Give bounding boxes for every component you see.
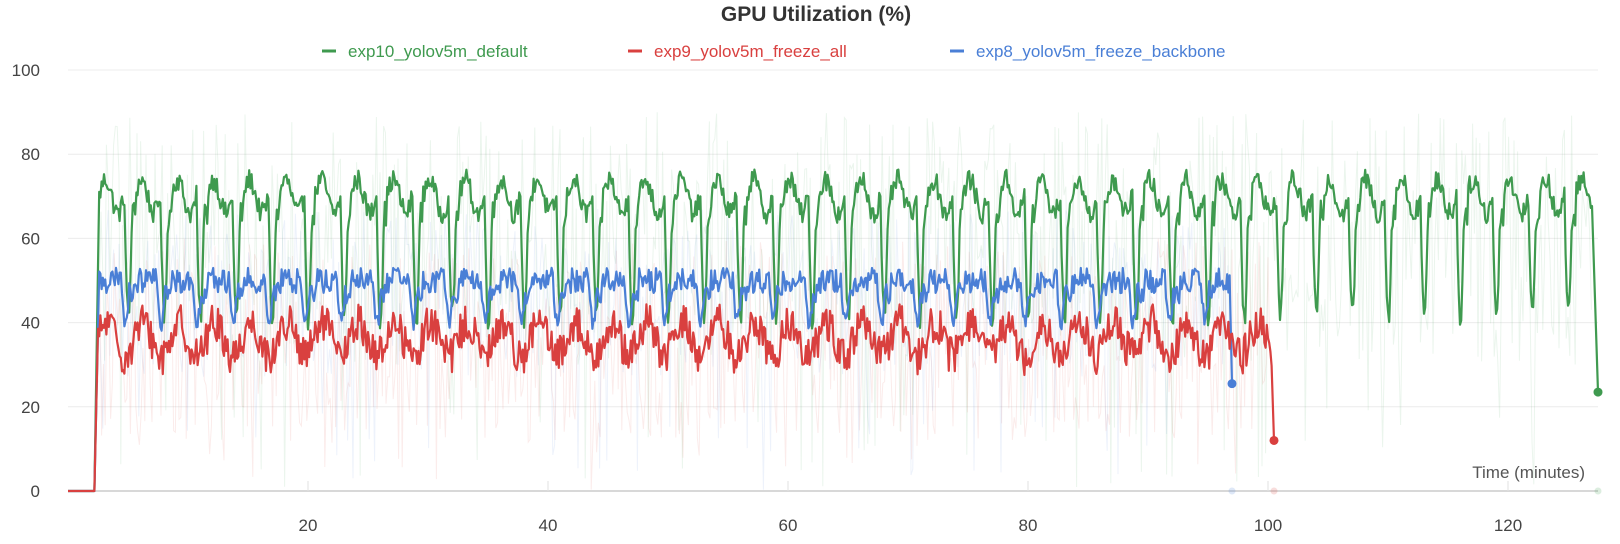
x-tick-label: 120 xyxy=(1494,516,1522,535)
legend-item[interactable]: exp9_yolov5m_freeze_all xyxy=(628,42,847,61)
y-tick-label: 60 xyxy=(21,229,40,248)
series-end-point[interactable] xyxy=(1227,379,1237,389)
legend-label: exp10_yolov5m_default xyxy=(348,42,528,61)
x-tick-label: 80 xyxy=(1019,516,1038,535)
series-raw-line xyxy=(98,112,1592,488)
legend-label: exp8_yolov5m_freeze_backbone xyxy=(976,42,1226,61)
series-line[interactable] xyxy=(68,303,1276,493)
y-tick-label: 40 xyxy=(21,314,40,333)
x-tick-label: 100 xyxy=(1254,516,1282,535)
series-zero-point xyxy=(1270,487,1278,495)
series-end-point[interactable] xyxy=(1593,387,1603,397)
series-end-point[interactable] xyxy=(1269,435,1279,445)
series-line[interactable] xyxy=(68,266,1234,493)
x-axis-title: Time (minutes) xyxy=(1472,463,1585,482)
x-tick-label: 60 xyxy=(779,516,798,535)
y-tick-label: 0 xyxy=(31,482,40,501)
y-tick-label: 20 xyxy=(21,398,40,417)
tick-labels: 0 20 40 60 80 100 20 40 60 80 100 120 xyxy=(12,61,1523,535)
series-line[interactable] xyxy=(68,168,1600,493)
y-tick-label: 100 xyxy=(12,61,40,80)
chart-title: GPU Utilization (%) xyxy=(721,3,911,26)
legend-item[interactable]: exp8_yolov5m_freeze_backbone xyxy=(950,42,1226,61)
series-raw-line xyxy=(97,238,1271,490)
x-tick-label: 40 xyxy=(539,516,558,535)
y-tick-label: 80 xyxy=(21,145,40,164)
legend-item[interactable]: exp10_yolov5m_default xyxy=(322,42,528,61)
series-lines xyxy=(68,112,1603,495)
legend-label: exp9_yolov5m_freeze_all xyxy=(654,42,847,61)
legend[interactable]: exp10_yolov5m_default exp9_yolov5m_freeze… xyxy=(322,42,1226,61)
x-tick-label: 20 xyxy=(299,516,318,535)
series-zero-point xyxy=(1594,487,1602,495)
series-zero-point xyxy=(1228,487,1236,495)
